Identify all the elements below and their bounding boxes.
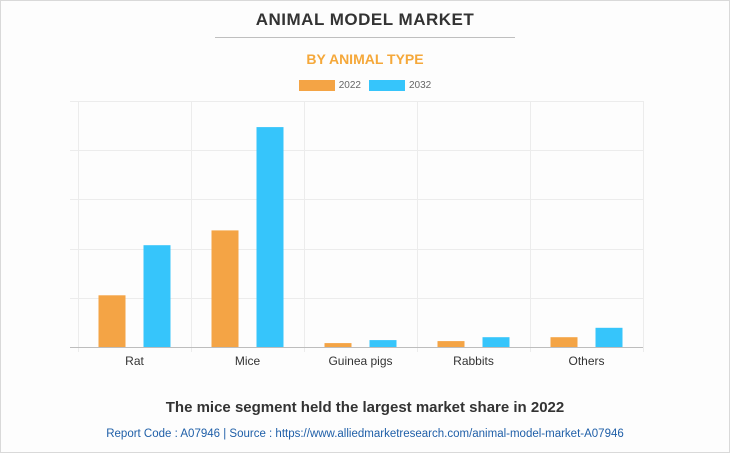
x-tick-label: Mice (235, 354, 261, 368)
x-tick-labels: Rat Mice Guinea pigs Rabbits Others (125, 354, 604, 368)
legend-item-2032[interactable]: 2032 (369, 80, 431, 91)
bar-rat-2032[interactable] (143, 245, 171, 347)
legend-label-2022: 2022 (338, 80, 361, 91)
bar-others-2032[interactable] (595, 327, 623, 347)
x-tick-label: Others (568, 354, 604, 368)
bar-mice-2022[interactable] (211, 230, 239, 347)
legend-item-2022[interactable]: 2022 (298, 80, 361, 91)
x-tick-label: Rabbits (453, 354, 494, 368)
bar-rat-2022[interactable] (98, 295, 126, 347)
legend-swatch-2022 (298, 80, 335, 91)
source-line[interactable]: Report Code : A07946 | Source : https://… (106, 428, 624, 440)
title-divider (215, 37, 515, 38)
bar-mice-2032[interactable] (256, 127, 284, 347)
legend: 2022 2032 (0, 80, 730, 91)
bar-rabbits-2022[interactable] (437, 341, 465, 347)
bar-guinea-pigs-2032[interactable] (369, 340, 397, 347)
chart-subtitle: BY ANIMAL TYPE (306, 51, 424, 67)
chart-title: ANIMAL MODEL MARKET (255, 10, 475, 29)
grid-lines (70, 101, 644, 352)
chart-caption: The mice segment held the largest market… (165, 399, 565, 416)
bar-guinea-pigs-2022[interactable] (324, 343, 352, 347)
bar-others-2022[interactable] (550, 337, 578, 347)
legend-swatch-2032 (369, 80, 405, 91)
bars (98, 127, 623, 347)
legend-label-2032: 2032 (409, 80, 432, 91)
x-tick-label: Guinea pigs (328, 354, 392, 368)
bar-rabbits-2032[interactable] (482, 337, 510, 347)
x-tick-label: Rat (125, 354, 144, 368)
